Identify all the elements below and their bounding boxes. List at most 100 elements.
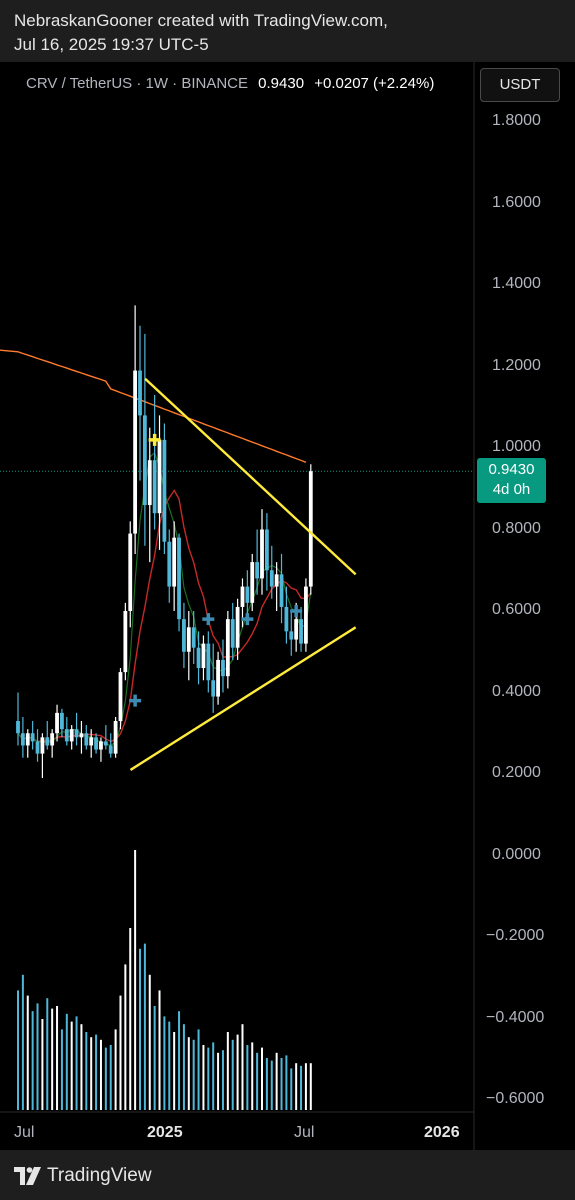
tradingview-logo-icon[interactable] — [14, 1167, 42, 1185]
volume-bar — [182, 1024, 185, 1110]
candle-body — [308, 471, 313, 587]
candle-body — [211, 680, 216, 697]
volume-bar — [114, 1029, 117, 1110]
candle-body — [45, 737, 50, 746]
y-tick-label: 0.0000 — [492, 845, 541, 863]
volume-bar — [134, 850, 137, 1110]
candle-body — [279, 574, 284, 607]
signal-marker — [148, 433, 161, 446]
y-tick-label: 0.2000 — [492, 764, 541, 781]
volume-bar — [202, 1045, 205, 1110]
volume-bar — [251, 1042, 254, 1110]
candle-body — [240, 586, 245, 607]
chart-area[interactable] — [0, 62, 575, 1150]
candle-body — [142, 415, 147, 506]
candle-body — [177, 537, 181, 620]
y-tick-label: 0.6000 — [492, 601, 541, 618]
x-tick-label: 2025 — [147, 1124, 183, 1141]
x-tick-label: Jul — [294, 1124, 315, 1141]
header: NebraskanGooner created with TradingView… — [0, 0, 575, 60]
y-tick-label: 1.4000 — [492, 275, 541, 292]
volume-bar — [36, 1003, 39, 1110]
candle-body — [235, 606, 240, 648]
candle-body — [299, 619, 303, 644]
candle-body — [250, 562, 255, 603]
candle-body — [60, 712, 64, 730]
candle-body — [230, 619, 235, 648]
candle-body — [123, 611, 128, 673]
volume-bar — [51, 1008, 54, 1110]
candle-body — [147, 460, 152, 506]
volume-bar — [31, 1011, 34, 1110]
candle-body — [30, 733, 35, 742]
candle-body — [269, 570, 274, 587]
ma-long-line — [0, 349, 307, 463]
volume-bar — [173, 1032, 176, 1110]
y-tick-label: 1.6000 — [492, 193, 541, 211]
candle-body — [55, 712, 59, 734]
volume-bar — [217, 1052, 220, 1110]
volume-bar — [70, 1021, 73, 1110]
last-price-tag: 0.9430 4d 0h — [477, 458, 546, 503]
last-price-value: 0.9430 — [488, 461, 535, 478]
candle-body — [182, 619, 186, 652]
volume-bar — [75, 1016, 78, 1110]
candle-body — [128, 533, 133, 611]
candle-body — [84, 733, 89, 746]
price-chart[interactable] — [0, 62, 575, 1150]
volume-bar — [99, 1039, 102, 1110]
candle-body — [196, 647, 201, 669]
candle-body — [133, 370, 138, 534]
candle-body — [274, 574, 279, 587]
candle-body — [225, 619, 230, 677]
volume-bar — [17, 990, 19, 1110]
volume-bar — [265, 1058, 268, 1110]
volume-bar — [295, 1063, 298, 1110]
legend-price: 0.9430 — [258, 75, 305, 92]
volume-bar — [46, 998, 49, 1110]
candle-body — [40, 737, 45, 754]
candle-body — [294, 619, 299, 640]
volume-bar — [56, 1006, 59, 1110]
volume-bar — [85, 1032, 88, 1110]
volume-bar — [109, 1045, 112, 1110]
volume-bar — [241, 1024, 244, 1110]
volume-bar — [192, 1039, 195, 1110]
candle-body — [289, 631, 294, 640]
candle-body — [264, 529, 269, 571]
volume-bar — [41, 1019, 44, 1110]
y-tick-label: −0.2000 — [486, 927, 545, 944]
volume-bar — [256, 1052, 259, 1110]
volume-bar — [280, 1058, 283, 1110]
candle-body — [186, 627, 191, 652]
y-tick-label: 1.8000 — [492, 112, 541, 129]
volume-bar — [148, 974, 151, 1110]
y-tick-label: −0.4000 — [486, 1008, 545, 1026]
candle-body — [79, 733, 84, 738]
candle-body — [201, 643, 206, 669]
currency-button[interactable]: USDT — [480, 68, 560, 102]
candle-body — [206, 643, 211, 681]
volume-bar — [304, 1063, 307, 1110]
candle-body — [69, 729, 74, 742]
volume-bar — [163, 1016, 166, 1110]
legend-change: +0.0207 (+2.24%) — [314, 75, 435, 92]
legend-symbol: CRV / TetherUS · 1W · BINANCE — [26, 75, 248, 92]
volume-bar — [290, 1068, 293, 1110]
candle-body — [64, 729, 69, 742]
candle-body — [216, 659, 220, 697]
candle-body — [35, 741, 40, 754]
candle-body — [255, 562, 260, 579]
volume-bar — [197, 1029, 200, 1110]
candle-body — [304, 586, 308, 644]
header-timestamp-line: Jul 16, 2025 19:37 UTC-5 — [14, 35, 209, 54]
candle-body — [25, 733, 30, 746]
volume-bar — [26, 995, 29, 1110]
volume-bar — [119, 995, 122, 1110]
volume-bar — [129, 928, 132, 1110]
volume-bar — [178, 1011, 181, 1110]
volume-bar — [221, 1050, 224, 1110]
candle-body — [89, 737, 94, 746]
volume-bar — [95, 1034, 98, 1110]
footer-brand[interactable]: TradingView — [47, 1165, 152, 1186]
